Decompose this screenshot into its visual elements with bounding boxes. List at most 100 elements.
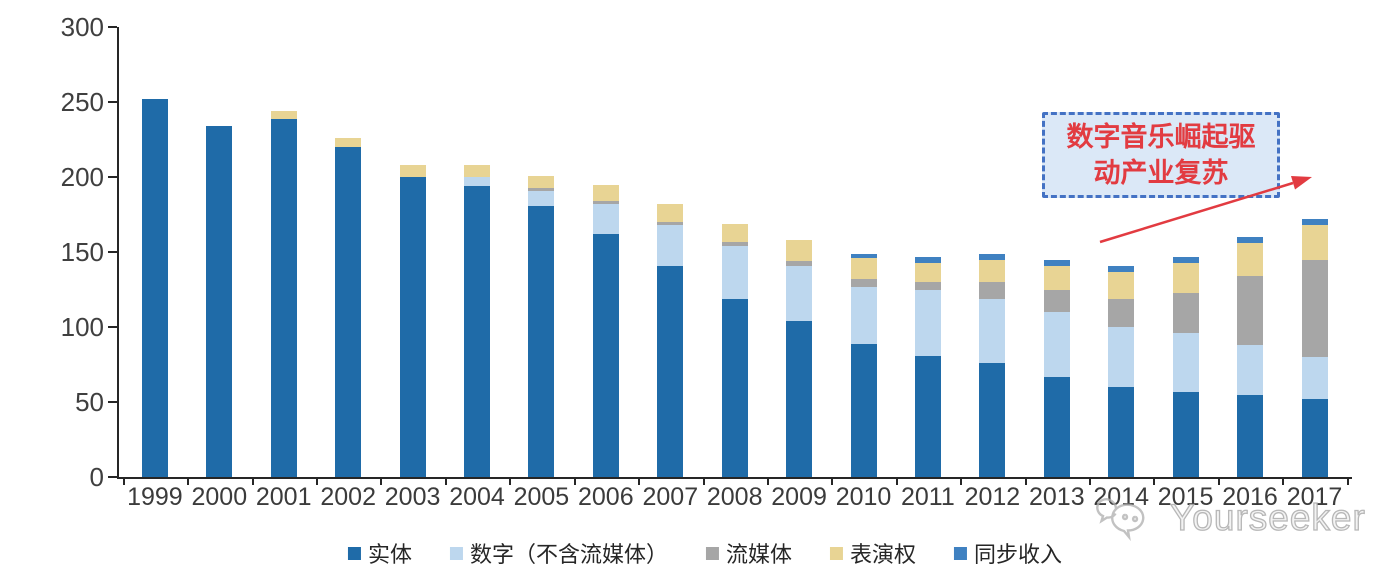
x-tick-label: 2004 <box>449 483 505 511</box>
x-tick-label: 2000 <box>191 483 248 511</box>
legend: 实体 数字（不含流媒体） 流媒体 表演权 同步收入 <box>347 537 1062 569</box>
x-tick-label: 2001 <box>255 483 312 511</box>
bar-segment-2008 <box>721 246 748 299</box>
x-tick <box>638 477 640 485</box>
bar-segment-1999 <box>141 99 168 477</box>
bar-segment-2016 <box>1237 345 1263 395</box>
bar-segment-2016 <box>1237 394 1263 477</box>
x-tick <box>444 477 447 485</box>
bar-segment-2004 <box>464 177 490 186</box>
bar-segment-2016 <box>1237 276 1263 345</box>
bar-segment-2016 <box>1237 243 1263 276</box>
bar-segment-2017 <box>1301 219 1328 225</box>
chat-bubbles-smiley-icon <box>1096 498 1145 542</box>
x-tick <box>315 477 318 485</box>
x-tick <box>251 477 254 485</box>
watermark: Yourseeker <box>1094 492 1394 544</box>
legend-item: 流媒体 <box>705 537 793 569</box>
bar-segment-2007 <box>657 265 684 477</box>
bar-segment-2002 <box>335 138 362 147</box>
bar-segment-2015 <box>1172 391 1199 477</box>
x-tick <box>380 477 383 485</box>
bar-segment-2017 <box>1301 399 1328 477</box>
watermark-text: Yourseeker <box>1169 497 1366 538</box>
bar-segment-2011 <box>914 289 941 356</box>
bar-segment-2008 <box>721 241 748 246</box>
y-tick <box>108 176 117 178</box>
bar-segment-2013 <box>1043 312 1070 377</box>
bar-segment-2006 <box>592 204 619 234</box>
bar-segment-2011 <box>914 256 941 263</box>
x-tick <box>509 477 512 485</box>
bar-segment-2013 <box>1043 289 1070 312</box>
bar-segment-2007 <box>657 204 684 222</box>
bar-segment-2005 <box>528 187 555 191</box>
x-tick <box>1153 477 1156 485</box>
x-tick-label: 2002 <box>320 483 376 511</box>
x-tick-label: 2011 <box>901 483 955 511</box>
x-tick-label: 2010 <box>835 483 892 511</box>
bar-segment-2003 <box>399 165 426 177</box>
legend-swatch-icon <box>347 546 361 560</box>
bar-segment-2008 <box>721 298 748 477</box>
x-tick-label: 2005 <box>513 483 570 511</box>
x-tick-label: 2015 <box>1157 483 1214 511</box>
y-tick <box>108 326 117 328</box>
bar-segment-2015 <box>1172 292 1199 333</box>
y-tick <box>108 251 117 253</box>
x-tick <box>1089 477 1091 485</box>
bar-segment-2010 <box>850 286 877 344</box>
bar-segment-2012 <box>979 253 1006 260</box>
x-tick <box>573 477 576 485</box>
bar-segment-2002 <box>335 147 362 477</box>
x-tick <box>766 477 769 485</box>
bar-segment-2010 <box>850 279 877 287</box>
bar-segment-2014 <box>1108 265 1135 272</box>
bar-segment-2007 <box>657 225 684 266</box>
bar-segment-2017 <box>1301 225 1328 260</box>
bar-segment-2006 <box>592 234 619 477</box>
bar-segment-2011 <box>914 355 941 477</box>
annotation-text: 数字音乐崛起驱 动产业复苏 <box>1066 122 1256 188</box>
bar-segment-2001 <box>270 111 297 119</box>
bar-segment-2014 <box>1108 271 1135 299</box>
x-axis-line <box>117 477 1352 479</box>
bar-segment-2008 <box>721 223 748 242</box>
bar-segment-2005 <box>528 205 555 477</box>
bar-segment-2013 <box>1043 265 1070 290</box>
y-tick <box>108 401 117 403</box>
bar-segment-2003 <box>399 177 426 477</box>
legend-item: 同步收入 <box>954 537 1062 569</box>
bar-segment-2011 <box>914 282 941 290</box>
bar-segment-2014 <box>1108 387 1135 477</box>
bar-segment-2009 <box>786 265 813 321</box>
bar-segment-2005 <box>528 175 555 188</box>
legend-label: 流媒体 <box>725 542 793 567</box>
x-tick <box>1024 477 1027 485</box>
bar-segment-2006 <box>592 184 619 201</box>
legend-item: 表演权 <box>830 537 916 569</box>
x-tick-label: 2016 <box>1222 483 1278 511</box>
x-tick <box>187 477 190 485</box>
legend-label: 表演权 <box>850 542 917 567</box>
legend-item: 数字（不含流媒体） <box>449 537 668 569</box>
bar-segment-2010 <box>850 343 877 477</box>
y-tick-label: 300 <box>60 12 104 42</box>
x-tick-label: 2008 <box>706 483 763 511</box>
bar-segment-2017 <box>1301 357 1328 399</box>
x-tick <box>1217 477 1220 485</box>
bar-segment-2006 <box>592 201 619 204</box>
legend-swatch-icon <box>705 546 719 560</box>
x-tick-label: 1999 <box>127 483 183 511</box>
y-axis-line <box>117 27 119 479</box>
bar-segment-2015 <box>1172 262 1199 293</box>
bar-segment-2009 <box>786 261 813 266</box>
bar-segment-2005 <box>528 190 555 206</box>
x-tick-label: 2009 <box>771 483 827 511</box>
y-tick-label: 150 <box>60 237 104 267</box>
bar-segment-2012 <box>979 259 1006 282</box>
bar-segment-2012 <box>979 282 1006 299</box>
bar-segment-2013 <box>1043 376 1070 477</box>
x-tick <box>702 477 705 485</box>
